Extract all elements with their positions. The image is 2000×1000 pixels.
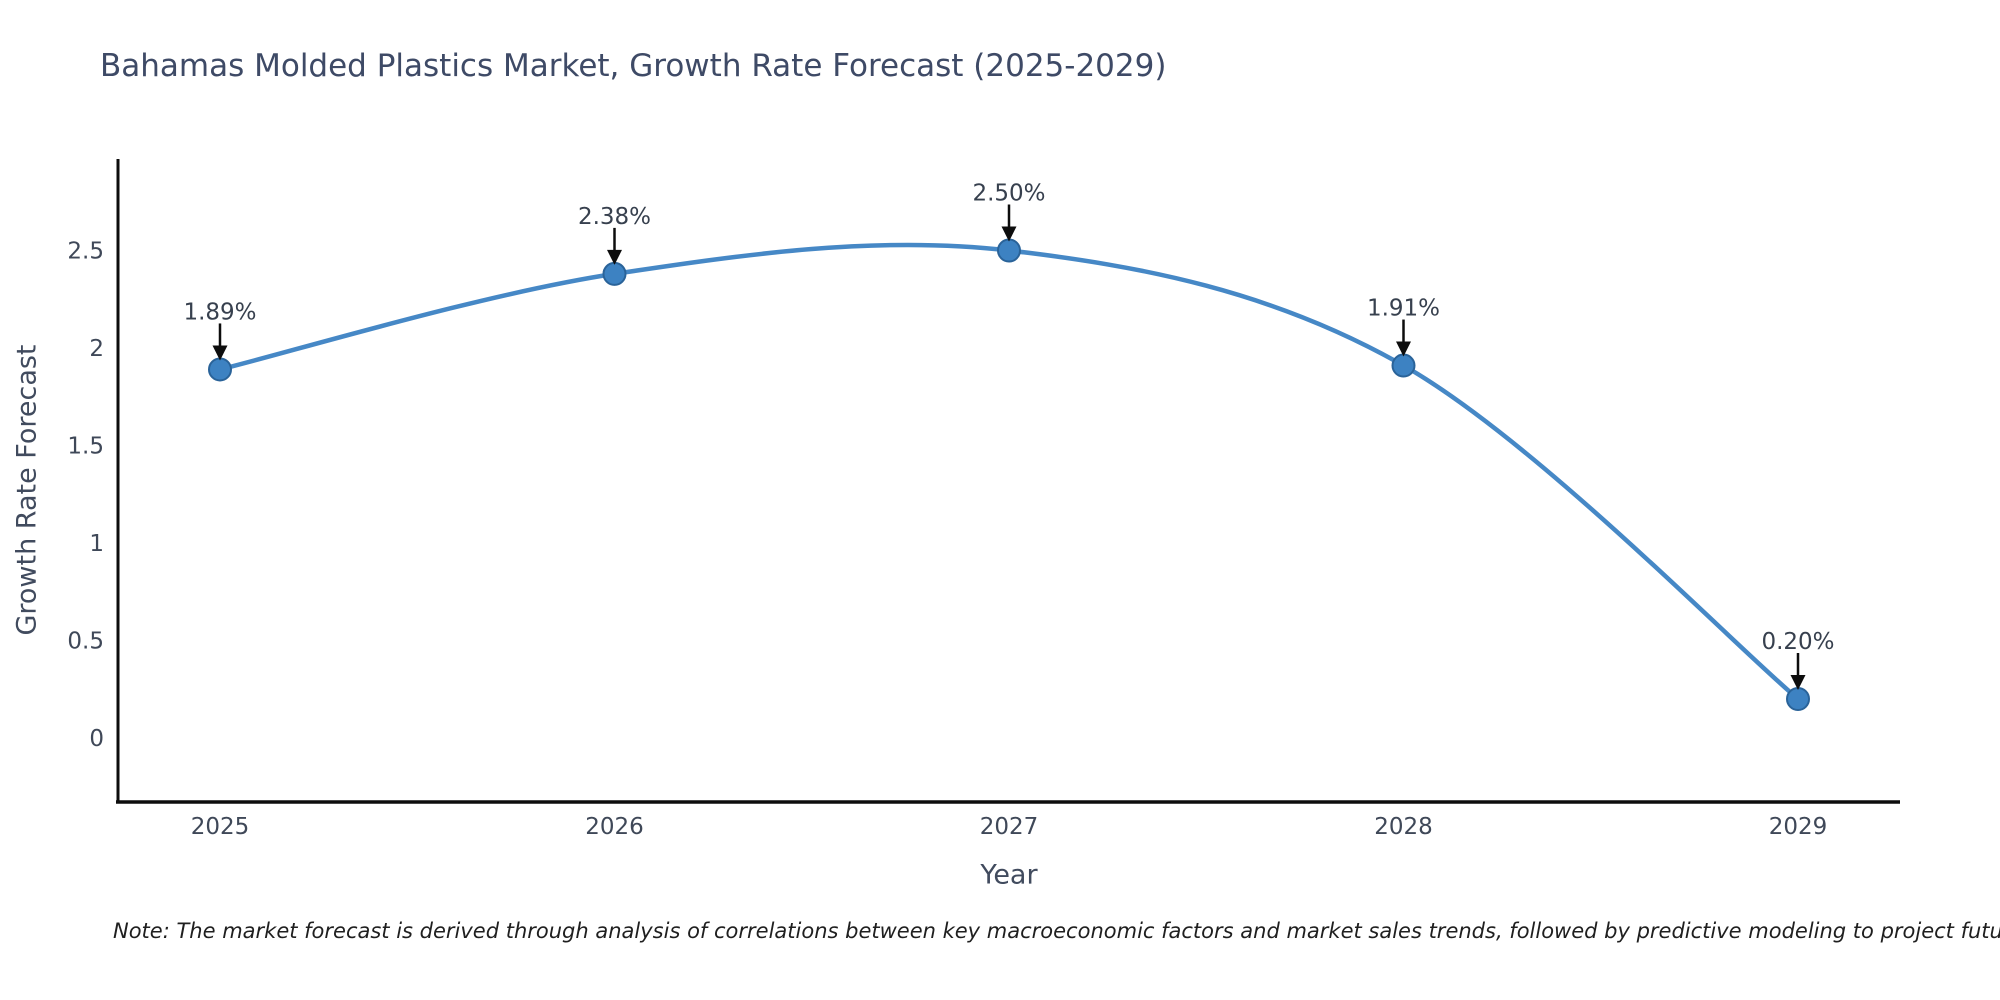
x-tick-label: 2025 — [191, 814, 250, 840]
annotation-label: 1.89% — [183, 299, 256, 325]
x-tick-label: 2028 — [1374, 814, 1433, 840]
x-tick-label: 2026 — [585, 814, 644, 840]
chart-title: Bahamas Molded Plastics Market, Growth R… — [100, 48, 1167, 84]
data-point-marker — [1786, 687, 1810, 711]
annotation-arrow-head — [1790, 675, 1806, 690]
data-point-marker — [997, 238, 1021, 263]
data-point-marker — [602, 261, 627, 286]
y-tick-label: 1 — [89, 531, 104, 557]
annotation-label: 1.91% — [1367, 296, 1440, 322]
y-tick-label: 2 — [89, 336, 104, 362]
annotation-arrow-head — [212, 345, 228, 361]
y-tick-label: 1.5 — [67, 434, 104, 460]
data-point-marker — [208, 357, 232, 382]
annotation-arrow-head — [607, 249, 622, 265]
annotation-arrow-head — [1396, 341, 1411, 357]
y-tick-label: 0.5 — [67, 629, 104, 655]
annotation-label: 0.20% — [1761, 629, 1834, 655]
x-tick-label: 2027 — [980, 814, 1039, 840]
annotation-label: 2.50% — [972, 181, 1045, 207]
annotation-label: 2.38% — [578, 204, 651, 230]
x-axis-title: Year — [980, 859, 1038, 891]
footnote: Note: The market forecast is derived thr… — [113, 919, 2000, 943]
y-tick-label: 2.5 — [67, 239, 104, 265]
y-tick-label: 0 — [89, 726, 104, 752]
curve-line — [217, 242, 1801, 702]
annotation-arrow-head — [1001, 226, 1017, 242]
x-tick-label: 2029 — [1769, 814, 1828, 840]
data-point-marker — [1391, 353, 1416, 378]
